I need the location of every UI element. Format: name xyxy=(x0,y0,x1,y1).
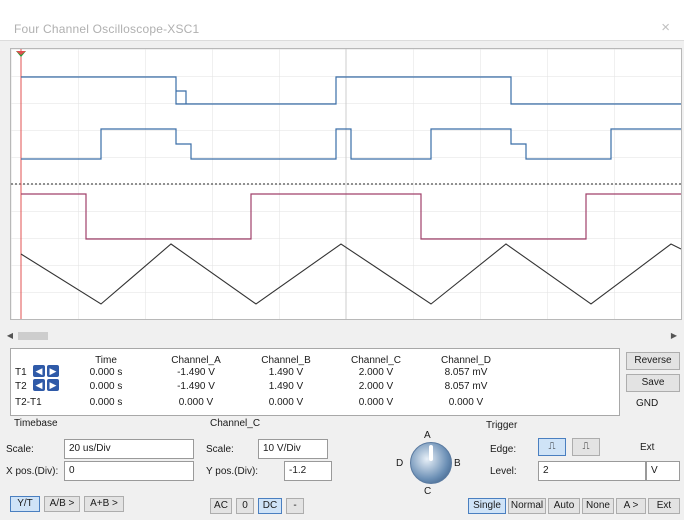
trigger-a-button[interactable]: A > xyxy=(616,498,646,514)
trace-channel-a-step xyxy=(176,90,187,104)
timebase-xpos-label: X pos.(Div): xyxy=(6,466,59,477)
t1-right-arrow-icon[interactable]: ▶ xyxy=(47,365,59,377)
t2-right-arrow-icon[interactable]: ▶ xyxy=(47,379,59,391)
row-label-t1: T1 xyxy=(15,367,27,378)
timebase-scale-field[interactable]: 20 us/Div xyxy=(64,439,194,459)
t1-c: 2.000 V xyxy=(358,367,394,378)
trigger-normal-button[interactable]: Normal xyxy=(508,498,546,514)
diff-c: 0.000 V xyxy=(358,397,394,408)
channel-title: Channel_C xyxy=(210,418,261,429)
scope-traces xyxy=(11,49,681,319)
gnd-label[interactable]: GND xyxy=(636,398,659,409)
falling-edge-icon[interactable]: ⎍ xyxy=(572,438,600,456)
window-title: Four Channel Oscilloscope-XSC1 xyxy=(14,22,200,36)
coupling-zero-button[interactable]: 0 xyxy=(236,498,254,514)
trigger-single-button[interactable]: Single xyxy=(468,498,506,514)
trigger-level-unit[interactable]: V xyxy=(646,461,680,481)
window-titlebar: Four Channel Oscilloscope-XSC1 × xyxy=(0,0,684,41)
diff-a: 0.000 V xyxy=(178,397,214,408)
t2-b: 1.490 V xyxy=(268,381,304,392)
scroll-right-icon[interactable]: ▶ xyxy=(670,331,678,340)
timebase-scale-label: Scale: xyxy=(6,444,34,455)
cursor-t1-handle[interactable] xyxy=(16,51,26,55)
header-time: Time xyxy=(95,355,117,366)
trigger-none-button[interactable]: None xyxy=(582,498,614,514)
diff-time: 0.000 s xyxy=(89,397,123,408)
knob-label-b: B xyxy=(454,458,461,469)
trace-channel-d xyxy=(20,243,681,305)
trigger-title: Trigger xyxy=(486,420,518,431)
knob-label-c: C xyxy=(424,486,432,497)
mode-yt-button[interactable]: Y/T xyxy=(10,496,40,512)
trace-channel-c xyxy=(21,193,681,240)
coupling-minus-button[interactable]: - xyxy=(286,498,304,514)
t2-a: -1.490 V xyxy=(177,381,215,392)
timebase-xpos-field[interactable]: 0 xyxy=(64,461,194,481)
reverse-button[interactable]: Reverse xyxy=(626,352,680,370)
header-channel-d: Channel_D xyxy=(440,355,492,366)
row-label-t2: T2 xyxy=(15,381,27,392)
trigger-edge-label: Edge: xyxy=(490,444,517,455)
t1-a: -1.490 V xyxy=(177,367,215,378)
trigger-ext-button[interactable]: Ext xyxy=(648,498,680,514)
coupling-ac-button[interactable]: AC xyxy=(210,498,232,514)
mode-aplusb-button[interactable]: A+B > xyxy=(84,496,124,512)
channel-ypos-label: Y pos.(Div): xyxy=(206,466,259,477)
knob-label-d: D xyxy=(396,458,404,469)
diff-b: 0.000 V xyxy=(268,397,304,408)
scope-display xyxy=(10,48,682,320)
trace-channel-a xyxy=(21,76,681,105)
channel-scale-field[interactable]: 10 V/Div xyxy=(258,439,328,459)
scroll-thumb[interactable] xyxy=(18,332,48,340)
scroll-left-icon[interactable]: ◀ xyxy=(6,331,14,340)
t1-left-arrow-icon[interactable]: ◀ xyxy=(33,365,45,377)
trigger-level-field[interactable]: 2 xyxy=(538,461,646,481)
diff-d: 0.000 V xyxy=(448,397,484,408)
mode-ab-button[interactable]: A/B > xyxy=(44,496,80,512)
trigger-ext-label[interactable]: Ext xyxy=(640,442,655,453)
t2-c: 2.000 V xyxy=(358,381,394,392)
channel-scale-label: Scale: xyxy=(206,444,234,455)
row-label-t2-t1: T2-T1 xyxy=(15,397,42,408)
t2-left-arrow-icon[interactable]: ◀ xyxy=(33,379,45,391)
trigger-level-label: Level: xyxy=(490,466,517,477)
t1-time: 0.000 s xyxy=(89,367,123,378)
rising-edge-icon[interactable]: ⎍ xyxy=(538,438,566,456)
t2-d: 8.057 mV xyxy=(444,381,488,392)
header-channel-c: Channel_C xyxy=(350,355,402,366)
timebase-title: Timebase xyxy=(14,418,58,429)
t2-time: 0.000 s xyxy=(89,381,123,392)
horizontal-scrollbar[interactable]: ◀ ▶ xyxy=(4,330,680,342)
save-button[interactable]: Save xyxy=(626,374,680,392)
cursor-readout-panel: Time Channel_A Channel_B Channel_C Chann… xyxy=(10,348,620,416)
header-channel-b: Channel_B xyxy=(261,355,311,366)
header-channel-a: Channel_A xyxy=(171,355,221,366)
knob-indicator xyxy=(429,445,433,461)
close-icon[interactable]: × xyxy=(661,19,670,36)
t1-b: 1.490 V xyxy=(268,367,304,378)
channel-ypos-field[interactable]: -1.2 xyxy=(284,461,332,481)
trigger-auto-button[interactable]: Auto xyxy=(548,498,580,514)
trace-channel-b xyxy=(21,128,681,160)
coupling-dc-button[interactable]: DC xyxy=(258,498,282,514)
knob-label-a: A xyxy=(424,430,431,441)
t1-d: 8.057 mV xyxy=(444,367,488,378)
channel-selector-knob[interactable] xyxy=(410,442,452,484)
